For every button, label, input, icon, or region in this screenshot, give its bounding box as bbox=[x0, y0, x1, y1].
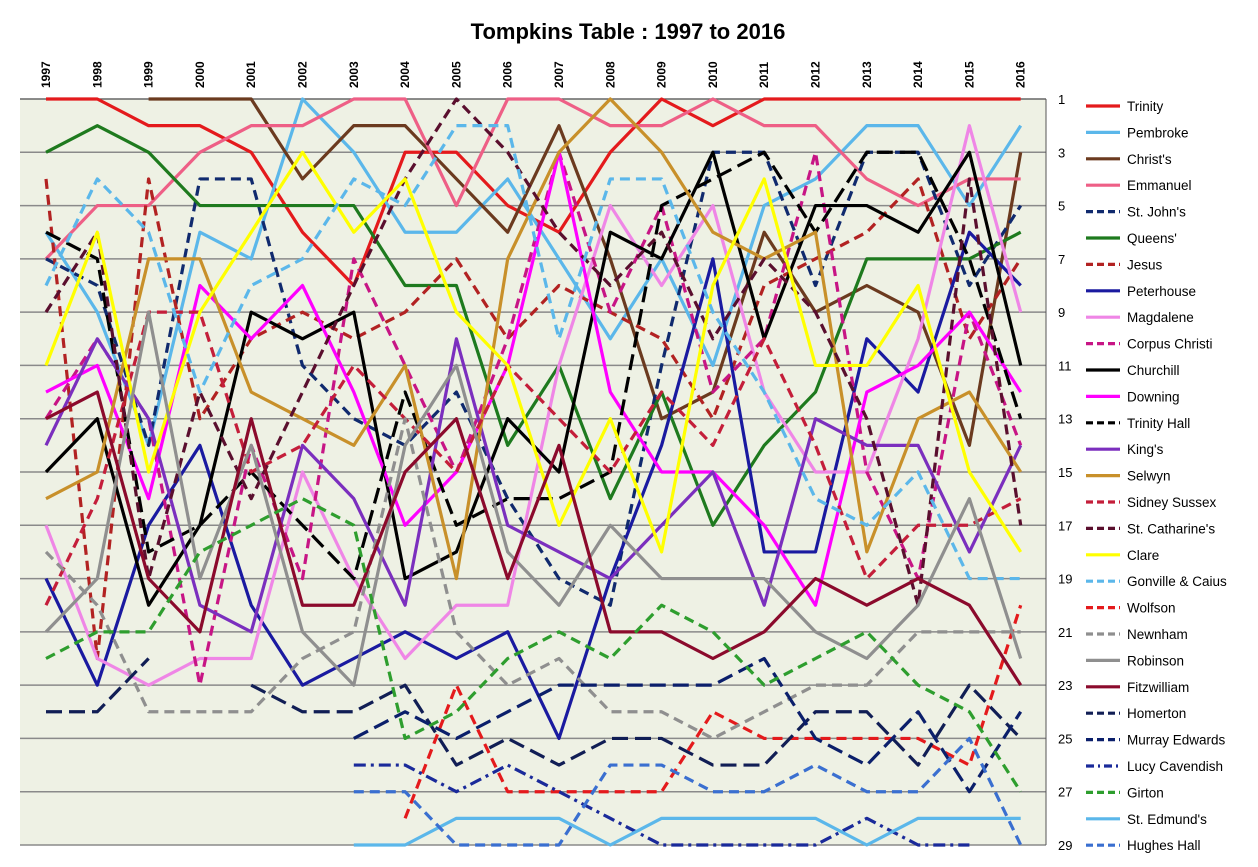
legend-label: Peterhouse bbox=[1127, 284, 1196, 299]
y-tick-label: 9 bbox=[1058, 305, 1065, 320]
legend-label: St. Edmund's bbox=[1127, 812, 1207, 827]
x-tick-label: 1997 bbox=[39, 61, 53, 88]
y-tick-label: 15 bbox=[1058, 465, 1072, 480]
chart-title: Tompkins Table : 1997 to 2016 bbox=[471, 19, 786, 44]
y-tick-label: 7 bbox=[1058, 252, 1065, 267]
legend-label: Homerton bbox=[1127, 706, 1186, 721]
x-tick-label: 2015 bbox=[962, 61, 976, 88]
legend-label: Corpus Christi bbox=[1127, 337, 1213, 352]
legend-label: Murray Edwards bbox=[1127, 733, 1226, 748]
legend-label: Selwyn bbox=[1127, 469, 1171, 484]
y-tick-label: 17 bbox=[1058, 518, 1072, 533]
x-tick-label: 2003 bbox=[347, 61, 361, 88]
legend-label: Queens' bbox=[1127, 231, 1177, 246]
x-tick-label: 2005 bbox=[449, 61, 463, 88]
legend-label: Trinity Hall bbox=[1127, 416, 1190, 431]
y-tick-label: 11 bbox=[1058, 358, 1072, 373]
x-tick-label: 2008 bbox=[603, 61, 617, 88]
legend-label: Hughes Hall bbox=[1127, 838, 1201, 853]
legend-label: Sidney Sussex bbox=[1127, 495, 1217, 510]
legend-label: Emmanuel bbox=[1127, 178, 1192, 193]
legend-label: Christ's bbox=[1127, 152, 1172, 167]
x-tick-label: 1998 bbox=[90, 61, 104, 88]
y-tick-label: 29 bbox=[1058, 838, 1072, 853]
legend-label: Pembroke bbox=[1127, 125, 1189, 140]
x-tick-label: 2009 bbox=[655, 61, 669, 88]
x-tick-label: 2006 bbox=[501, 61, 515, 88]
y-tick-label: 5 bbox=[1058, 199, 1065, 214]
legend-label: Churchill bbox=[1127, 363, 1180, 378]
legend-label: Jesus bbox=[1127, 257, 1163, 272]
y-tick-label: 19 bbox=[1058, 572, 1072, 587]
x-tick-label: 2011 bbox=[757, 62, 771, 88]
legend-label: St. John's bbox=[1127, 205, 1186, 220]
legend-label: King's bbox=[1127, 442, 1164, 457]
x-tick-label: 2014 bbox=[911, 61, 925, 88]
legend-label: Girton bbox=[1127, 785, 1164, 800]
legend-label: Downing bbox=[1127, 389, 1180, 404]
x-tick-label: 2016 bbox=[1014, 61, 1028, 88]
legend-label: Clare bbox=[1127, 548, 1159, 563]
x-tick-label: 2004 bbox=[398, 61, 412, 88]
y-tick-label: 1 bbox=[1058, 92, 1065, 107]
legend-label: Fitzwilliam bbox=[1127, 680, 1189, 695]
x-tick-label: 2001 bbox=[244, 61, 258, 88]
legend-label: Newnham bbox=[1127, 627, 1188, 642]
x-tick-label: 2013 bbox=[860, 61, 874, 88]
x-tick-label: 2002 bbox=[296, 61, 310, 88]
legend-label: St. Catharine's bbox=[1127, 521, 1215, 536]
y-tick-label: 27 bbox=[1058, 785, 1072, 800]
legend-label: Wolfson bbox=[1127, 601, 1176, 616]
legend-label: Trinity bbox=[1127, 99, 1163, 114]
x-tick-label: 1999 bbox=[142, 61, 156, 88]
legend-label: Robinson bbox=[1127, 653, 1184, 668]
y-tick-label: 23 bbox=[1058, 678, 1072, 693]
y-tick-label: 21 bbox=[1058, 625, 1072, 640]
x-tick-label: 2007 bbox=[552, 61, 566, 88]
y-tick-label: 25 bbox=[1058, 731, 1072, 746]
legend-label: Gonville & Caius bbox=[1127, 574, 1227, 589]
y-tick-label: 13 bbox=[1058, 412, 1072, 427]
y-tick-label: 3 bbox=[1058, 145, 1065, 160]
legend-label: Magdalene bbox=[1127, 310, 1194, 325]
x-tick-label: 2012 bbox=[809, 61, 823, 88]
x-tick-label: 2010 bbox=[706, 61, 720, 88]
legend-label: Lucy Cavendish bbox=[1127, 759, 1223, 774]
x-tick-label: 2000 bbox=[193, 61, 207, 88]
